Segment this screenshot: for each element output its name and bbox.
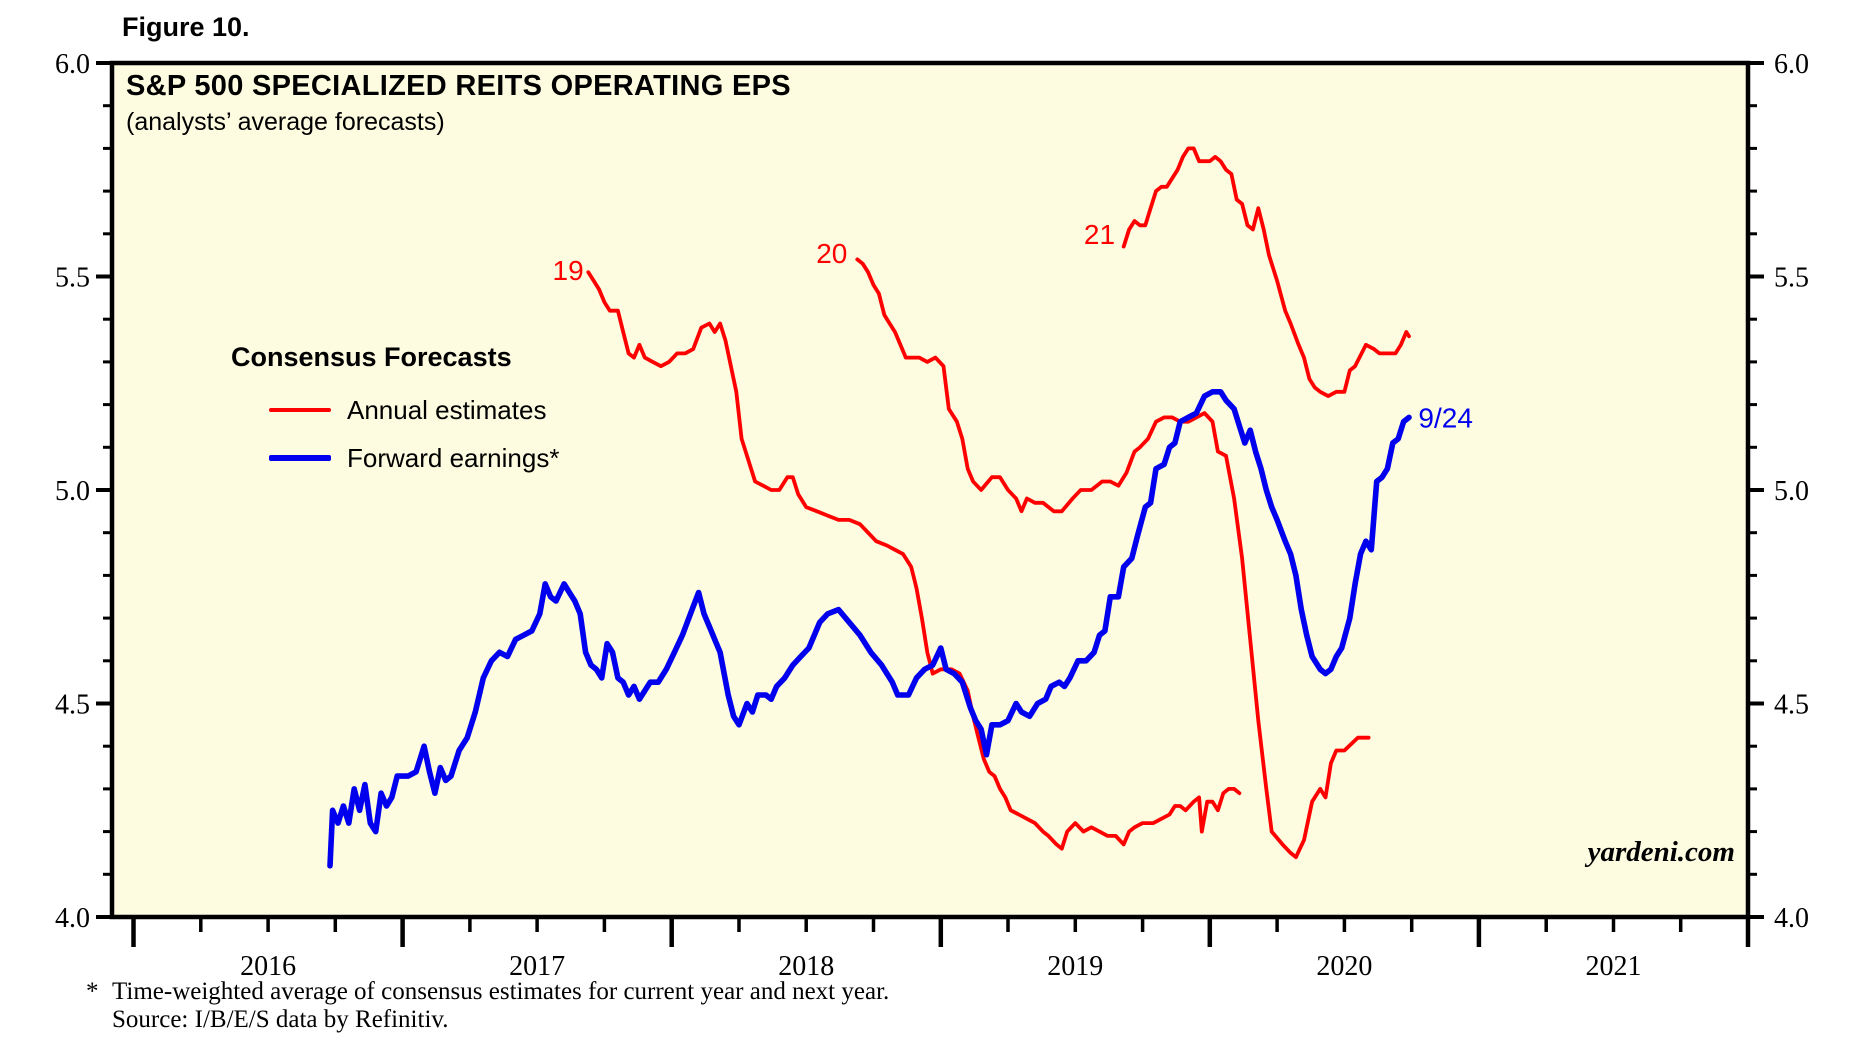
y-axis-label-left: 4.5 xyxy=(55,690,90,721)
y-axis-label-right: 4.0 xyxy=(1774,903,1809,934)
series-forward-earnings xyxy=(327,388,1412,869)
series-label-20: 20 xyxy=(816,238,847,269)
y-axis-label-left: 5.0 xyxy=(55,476,90,507)
chart-subtitle: (analysts’ average forecasts) xyxy=(126,108,445,136)
series-label-19: 19 xyxy=(553,255,584,286)
y-axis-label-right: 6.0 xyxy=(1774,49,1809,80)
x-axis-label: 2016 xyxy=(240,951,296,982)
blue-line-swatch xyxy=(269,455,331,461)
footnote-line-1: * Time-weighted average of consensus est… xyxy=(86,978,889,1006)
x-axis-label: 2018 xyxy=(778,951,834,982)
chart-title: S&P 500 SPECIALIZED REITS OPERATING EPS xyxy=(126,70,791,102)
figure-label: Figure 10. xyxy=(122,12,250,42)
x-axis-label: 2019 xyxy=(1047,951,1103,982)
legend-item-label: Annual estimates xyxy=(347,394,547,425)
yardeni-watermark: yardeni.com xyxy=(1587,836,1735,868)
x-axis-label: 2021 xyxy=(1586,951,1642,982)
y-axis-label-right: 5.0 xyxy=(1774,476,1809,507)
series-annual-estimates-2020 xyxy=(855,257,1371,860)
legend-item-label: Forward earnings* xyxy=(347,442,560,473)
red-line-swatch xyxy=(269,408,331,412)
y-axis-label-left: 6.0 xyxy=(55,49,90,80)
legend-item-forward-earnings: Forward earnings* xyxy=(269,443,559,473)
footnote-asterisk: * xyxy=(86,978,99,1005)
series-annual-estimates-2021 xyxy=(1121,146,1411,399)
plot-background xyxy=(112,63,1748,917)
footnote-text: Time-weighted average of consensus estim… xyxy=(112,978,890,1005)
y-axis-label-right: 5.5 xyxy=(1774,263,1809,294)
footnote-line-2: Source: I/B/E/S data by Refinitiv. xyxy=(86,1006,889,1034)
legend-item-annual-estimates: Annual estimates xyxy=(269,395,559,425)
y-axis-label-left: 4.0 xyxy=(55,903,90,934)
series-annual-estimates-2019 xyxy=(586,270,1242,851)
series-label-21: 21 xyxy=(1084,219,1115,250)
y-axis-label-right: 4.5 xyxy=(1774,690,1809,721)
source-text: Source: I/B/E/S data by Refinitiv. xyxy=(112,1006,449,1033)
x-axis-label: 2020 xyxy=(1316,951,1372,982)
series-label-9-24: 9/24 xyxy=(1418,402,1473,433)
footnotes: * Time-weighted average of consensus est… xyxy=(86,978,889,1034)
y-axis-label-left: 5.5 xyxy=(55,263,90,294)
legend-header: Consensus Forecasts xyxy=(231,342,512,372)
x-axis-label: 2017 xyxy=(509,951,565,982)
legend: Consensus Forecasts Annual estimates For… xyxy=(231,342,559,491)
